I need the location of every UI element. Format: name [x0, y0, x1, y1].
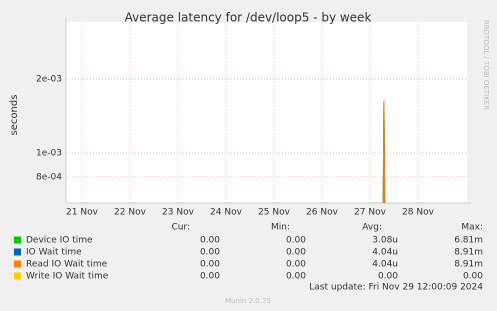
plot-area — [66, 22, 467, 203]
header: Max: — [461, 223, 483, 233]
legend-value: 0.00 — [200, 272, 220, 282]
x-tick-label: 28 Nov — [402, 208, 435, 218]
legend-swatch — [14, 272, 21, 280]
legend-value: 0.00 — [378, 272, 398, 282]
legend-label: Read IO Wait time — [26, 260, 108, 270]
x-tick-label: 23 Nov — [162, 208, 195, 218]
x-tick-label: 27 Nov — [354, 208, 387, 218]
x-tick-label: 21 Nov — [66, 208, 99, 218]
x-tick-label: 26 Nov — [306, 208, 339, 218]
x-tick-label: 22 Nov — [114, 208, 147, 218]
legend-value: 0.00 — [200, 236, 220, 246]
side-text: RRDTOOL / TOBI OETIKER — [482, 20, 490, 110]
footer: Munin 2.0.75 — [225, 297, 271, 305]
y-tick-label: 1e-03 — [36, 148, 62, 158]
header: Avg: — [362, 223, 382, 233]
x-tick-label: 24 Nov — [210, 208, 243, 218]
last-update: Last update: Fri Nov 29 12:00:09 2024 — [309, 283, 483, 293]
legend-value: 0.00 — [286, 236, 306, 246]
y-tick-label: 2e-03 — [36, 74, 62, 84]
legend-label: Write IO Wait time — [26, 272, 109, 282]
legend-value: 0.00 — [286, 272, 306, 282]
legend-value: 0.00 — [200, 260, 220, 270]
legend-value: 0.00 — [463, 272, 483, 282]
series-line — [382, 100, 386, 203]
legend-value: 8.91m — [454, 248, 483, 258]
legend-swatch — [14, 260, 21, 268]
legend-value: 4.04u — [372, 248, 398, 258]
legend-swatch — [14, 248, 21, 256]
x-tick-label: 25 Nov — [258, 208, 291, 218]
legend-value: 3.08u — [372, 236, 398, 246]
legend-label: IO Wait time — [26, 248, 82, 258]
legend-value: 4.04u — [372, 260, 398, 270]
header: Min: — [271, 223, 290, 233]
legend-value: 0.00 — [200, 248, 220, 258]
legend-value: 8.91m — [454, 260, 483, 270]
header: Cur: — [171, 223, 190, 233]
series-group — [382, 100, 386, 203]
chart-title: Average latency for /dev/loop5 - by week — [125, 11, 372, 25]
y-axis-label: seconds — [9, 95, 20, 136]
y-tick-label: 8e-04 — [36, 172, 62, 182]
legend-swatch — [14, 236, 21, 244]
legend-value: 0.00 — [286, 260, 306, 270]
legend-value: 6.81m — [454, 236, 483, 246]
legend-value: 0.00 — [286, 248, 306, 258]
legend-label: Device IO time — [26, 236, 93, 246]
